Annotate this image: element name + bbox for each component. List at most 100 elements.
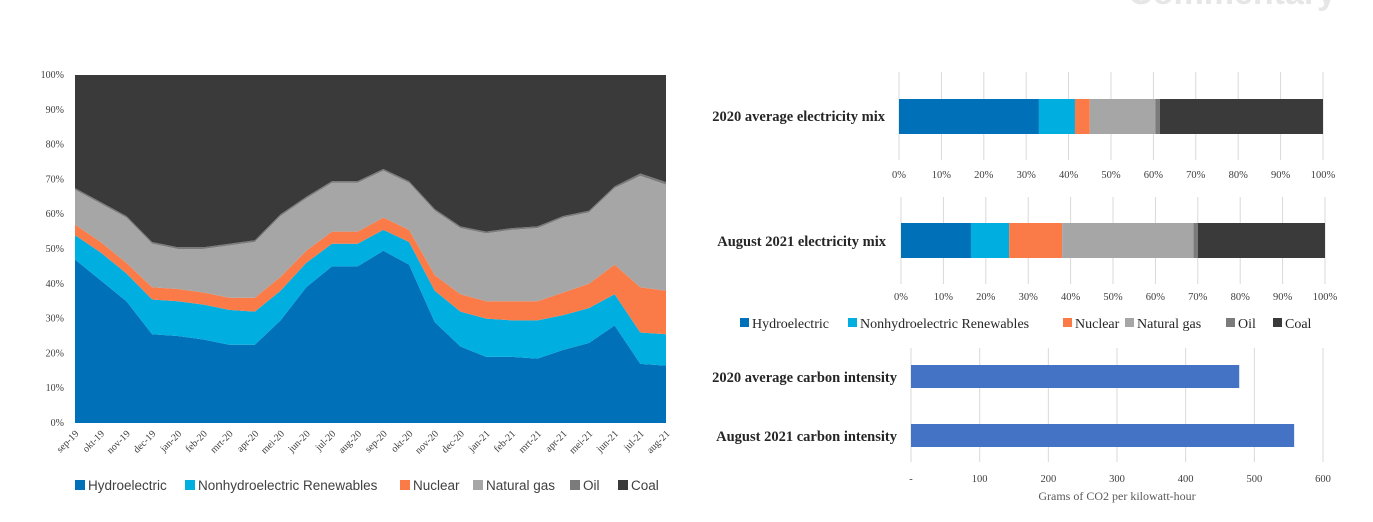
legend-swatch bbox=[848, 318, 857, 327]
legend-label: Nuclear bbox=[413, 478, 460, 493]
y-tick-label: 90% bbox=[46, 105, 64, 116]
legend-label: Coal bbox=[1285, 317, 1312, 332]
x-tick-label: mrt-21 bbox=[517, 429, 544, 456]
legend-swatch bbox=[185, 480, 195, 490]
x-tick-label: apr-20 bbox=[235, 429, 261, 455]
x-tick-label: mei-20 bbox=[259, 429, 287, 457]
x-tick-label: mrt-20 bbox=[209, 429, 236, 456]
x-tick-label: 90% bbox=[1271, 170, 1291, 181]
x-tick-label: 60% bbox=[1146, 292, 1166, 303]
x-tick-label: mei-21 bbox=[567, 429, 595, 457]
x-tick-label: okt-19 bbox=[81, 429, 107, 455]
y-tick-label: 60% bbox=[46, 209, 64, 220]
x-tick-label: 50% bbox=[1103, 292, 1123, 303]
legend-swatch bbox=[1063, 318, 1072, 327]
x-tick-label: 70% bbox=[1188, 292, 1208, 303]
area-series-coal bbox=[75, 75, 666, 248]
category-label: August 2021 electricity mix bbox=[717, 234, 886, 250]
x-tick-label: - bbox=[909, 474, 913, 485]
bar-segment-nonhydroelectric-renewables bbox=[970, 223, 1010, 258]
x-tick-label: 600 bbox=[1315, 474, 1331, 485]
bar-segment-oil bbox=[1193, 223, 1198, 258]
x-tick-label: 10% bbox=[932, 170, 952, 181]
x-tick-label: 20% bbox=[976, 292, 996, 303]
legend-swatch bbox=[570, 480, 580, 490]
legend-swatch bbox=[75, 480, 85, 490]
category-label: 2020 average carbon intensity bbox=[712, 370, 898, 386]
legend-label: Hydroelectric bbox=[88, 478, 167, 493]
x-tick-label: jan-20 bbox=[158, 429, 185, 456]
x-tick-label: 0% bbox=[894, 292, 908, 303]
x-tick-label: nov-19 bbox=[105, 429, 133, 457]
x-tick-label: 50% bbox=[1101, 170, 1121, 181]
legend-swatch bbox=[400, 480, 410, 490]
x-tick-label: dec-20 bbox=[440, 429, 467, 456]
area-chart-legend: Hydroelectric Nonhydroelectric Renewables… bbox=[75, 478, 659, 493]
electricity-mix-2020-chart: 2020 average electricity mix 0% 10% 20% 30% 4… bbox=[712, 72, 1336, 181]
x-tick-label: apr-21 bbox=[543, 429, 569, 455]
area-series-nuclear bbox=[75, 217, 666, 335]
bar-segment-coal bbox=[1159, 99, 1323, 134]
stacked-area-chart: 0%10%20%30%40%50%60%70%80%90%100%sep-19 o… bbox=[41, 70, 673, 493]
legend-label: Oil bbox=[1238, 317, 1256, 332]
legend-swatch bbox=[473, 480, 483, 490]
legend-swatch bbox=[1273, 318, 1282, 327]
x-tick-label: feb-20 bbox=[184, 429, 210, 455]
bar-segment-nuclear bbox=[1009, 223, 1063, 258]
x-tick-label: jun-20 bbox=[286, 429, 313, 456]
legend-label: Oil bbox=[583, 478, 600, 493]
x-tick-label: 500 bbox=[1246, 474, 1262, 485]
bar-segment-coal bbox=[1197, 223, 1325, 258]
legend-label: Natural gas bbox=[1137, 317, 1201, 332]
y-tick-label: 100% bbox=[41, 70, 64, 81]
area-series-nonhydroelectric-renewables bbox=[75, 229, 666, 366]
x-tick-label: jul-20 bbox=[313, 429, 338, 454]
x-tick-label: 40% bbox=[1059, 170, 1079, 181]
x-tick-label: 100% bbox=[1311, 170, 1336, 181]
x-axis-title: Grams of CO2 per kilowatt-hour bbox=[1038, 489, 1195, 503]
category-label: 2020 average electricity mix bbox=[712, 109, 885, 125]
legend-label: Nuclear bbox=[1075, 317, 1120, 332]
y-tick-label: 30% bbox=[46, 314, 64, 325]
legend-swatch bbox=[618, 480, 628, 490]
bar-segment-hydroelectric bbox=[899, 99, 1039, 134]
x-tick-label: 400 bbox=[1178, 474, 1194, 485]
legend-swatch bbox=[1125, 318, 1134, 327]
area-series-oil bbox=[75, 168, 666, 249]
page-heading: Commentary bbox=[1128, 0, 1336, 12]
x-tick-label: 0% bbox=[892, 170, 906, 181]
area-series-natural-gas bbox=[75, 170, 666, 302]
carbon-intensity-chart: - 100 200 300 400 500 600 2020 average carbon i… bbox=[712, 348, 1331, 503]
x-tick-label: okt-20 bbox=[389, 429, 415, 455]
legend-swatch bbox=[740, 318, 749, 327]
x-tick-label: 200 bbox=[1040, 474, 1056, 485]
x-tick-label: 30% bbox=[1019, 292, 1039, 303]
electricity-mix-legend: Hydroelectric Nonhydroelectric Renewables… bbox=[740, 317, 1312, 332]
x-tick-label: nov-20 bbox=[413, 429, 441, 457]
x-tick-label: 80% bbox=[1229, 170, 1249, 181]
x-tick-label: 60% bbox=[1144, 170, 1164, 181]
y-tick-label: 10% bbox=[46, 383, 64, 394]
x-tick-label: feb-21 bbox=[492, 429, 518, 455]
electricity-mix-aug2021-chart: August 2021 electricity mix 0% 10% 20% 30% 40… bbox=[717, 197, 1338, 303]
y-tick-label: 40% bbox=[46, 279, 64, 290]
x-tick-label: dec-19 bbox=[131, 429, 158, 456]
category-label: August 2021 carbon intensity bbox=[716, 429, 898, 445]
y-tick-label: 20% bbox=[46, 348, 64, 359]
x-tick-label: 90% bbox=[1273, 292, 1293, 303]
carbon-bar bbox=[911, 424, 1295, 447]
x-tick-label: jul-21 bbox=[621, 429, 646, 454]
x-tick-label: aug-20 bbox=[337, 429, 364, 456]
x-tick-label: 80% bbox=[1231, 292, 1251, 303]
x-tick-label: 10% bbox=[934, 292, 954, 303]
legend-label: Hydroelectric bbox=[752, 317, 829, 332]
legend-label: Coal bbox=[631, 478, 659, 493]
bar-segment-natural-gas bbox=[1062, 223, 1194, 258]
x-tick-label: 100% bbox=[1313, 292, 1338, 303]
y-tick-label: 70% bbox=[46, 174, 64, 185]
bar-segment-nuclear bbox=[1074, 99, 1090, 134]
x-tick-label: jan-21 bbox=[466, 429, 493, 456]
x-tick-label: 100 bbox=[972, 474, 988, 485]
legend-swatch bbox=[1226, 318, 1235, 327]
